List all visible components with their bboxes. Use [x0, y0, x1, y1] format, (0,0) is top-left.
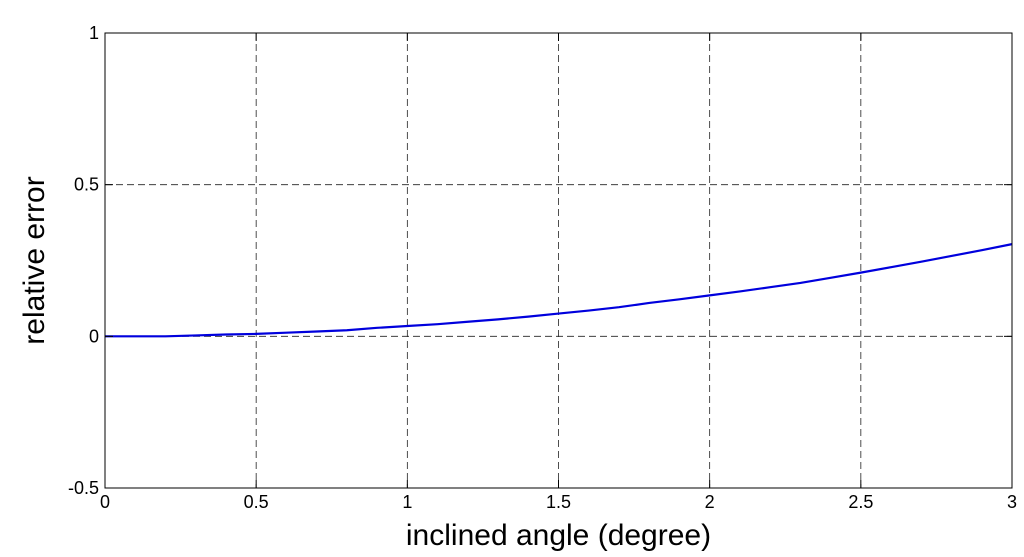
x-tick-label: 2 [705, 492, 715, 512]
y-tick-label: 0.5 [74, 175, 99, 195]
x-tick-label: 0.5 [244, 492, 269, 512]
grid-lines [105, 33, 1012, 488]
x-tick-label: 1.5 [546, 492, 571, 512]
y-tick-label: 1 [89, 23, 99, 43]
x-axis-label: inclined angle (degree) [406, 519, 711, 552]
x-tick-label: 3 [1007, 492, 1017, 512]
y-tick-label: 0 [89, 326, 99, 346]
series-line [105, 243, 1013, 338]
x-tick-label: 0 [100, 492, 110, 512]
y-axis-label: relative error [18, 176, 51, 344]
series-group [105, 243, 1013, 338]
tick-marks [104, 32, 1013, 489]
y-tick-label: -0.5 [68, 478, 99, 498]
x-tick-label: 1 [402, 492, 412, 512]
y-tick-labels: -0.5 0 0.5 1 [68, 23, 99, 498]
x-tick-labels: 0 0.5 1 1.5 2 2.5 3 [100, 492, 1017, 512]
x-tick-label: 2.5 [848, 492, 873, 512]
